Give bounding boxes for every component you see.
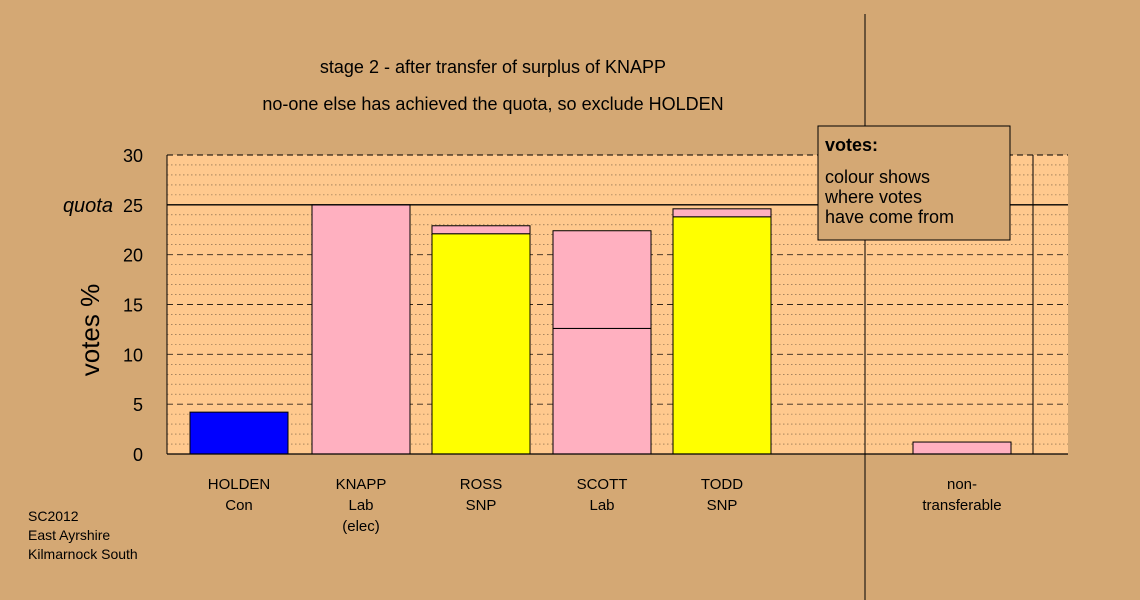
- category-label: SNP: [707, 497, 738, 514]
- bar-segment: [672, 208, 772, 218]
- bar-ross: [431, 225, 531, 455]
- category-label: Con: [225, 497, 253, 514]
- chart-title: stage 2 - after transfer of surplus of K…: [320, 57, 666, 77]
- bar-segment: [552, 327, 652, 455]
- bar-segment: [189, 411, 289, 455]
- category-label: SNP: [466, 497, 497, 514]
- y-tick-label: 0: [133, 445, 143, 465]
- bar-knapp: [311, 204, 411, 455]
- footer-line-3: Kilmarnock South: [28, 546, 138, 562]
- bars: [189, 204, 1012, 455]
- footer-line-1: SC2012: [28, 508, 79, 524]
- legend-box: [817, 125, 1011, 241]
- category-label: ROSS: [460, 476, 503, 493]
- category-label: Lab: [589, 497, 614, 514]
- category-label: transferable: [922, 497, 1001, 514]
- bar-segment: [672, 216, 772, 455]
- y-axis-label: votes %: [75, 284, 105, 377]
- chart-subtitle: no-one else has achieved the quota, so e…: [262, 94, 723, 114]
- bar-non-transferable: [912, 441, 1012, 455]
- quota-label: quota: [63, 195, 113, 217]
- legend-line-2: where votes: [824, 187, 922, 207]
- category-label: Lab: [348, 497, 373, 514]
- category-label: KNAPP: [336, 476, 387, 493]
- y-tick-label: 30: [123, 146, 143, 166]
- y-tick-label: 10: [123, 345, 143, 365]
- category-label: SCOTT: [577, 476, 628, 493]
- footer-line-2: East Ayrshire: [28, 527, 110, 543]
- y-tick-label: 20: [123, 246, 143, 266]
- y-tick-label: 15: [123, 296, 143, 316]
- category-label: (elec): [342, 518, 380, 535]
- legend-title: votes:: [825, 135, 878, 155]
- y-tick-label: 5: [133, 395, 143, 415]
- category-label: HOLDEN: [208, 476, 271, 493]
- bar-segment: [431, 233, 531, 455]
- category-label: TODD: [701, 476, 743, 493]
- bar-scott: [552, 230, 652, 455]
- bar-segment: [311, 204, 411, 455]
- legend-line-1: colour shows: [825, 167, 930, 187]
- y-tick-label: 25: [123, 196, 143, 216]
- y-tick-labels: 0 5 10 15 20 25 30: [123, 146, 143, 465]
- bar-segment: [552, 230, 652, 329]
- bar-segment: [912, 441, 1012, 455]
- legend: votes: colour shows where votes have com…: [817, 125, 1011, 241]
- legend-line-3: have come from: [825, 207, 954, 227]
- bar-segment: [431, 225, 531, 235]
- bar-holden: [189, 411, 289, 455]
- category-label: non-: [947, 476, 977, 493]
- category-labels: HOLDEN Con KNAPP Lab (elec) ROSS SNP SCOTT Lab TO…: [208, 476, 1002, 535]
- bar-todd: [672, 208, 772, 455]
